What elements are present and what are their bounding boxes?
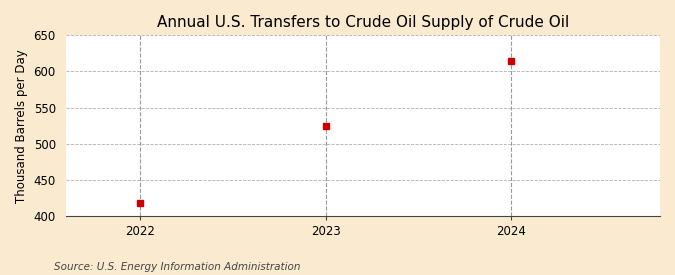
Y-axis label: Thousand Barrels per Day: Thousand Barrels per Day	[15, 49, 28, 202]
Title: Annual U.S. Transfers to Crude Oil Supply of Crude Oil: Annual U.S. Transfers to Crude Oil Suppl…	[157, 15, 569, 30]
Text: Source: U.S. Energy Information Administration: Source: U.S. Energy Information Administ…	[54, 262, 300, 272]
